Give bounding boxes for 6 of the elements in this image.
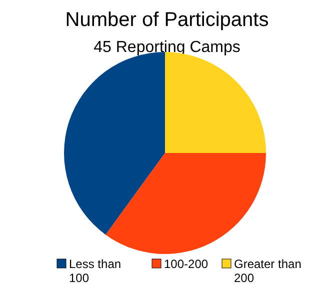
chart-title: Number of Participants <box>65 9 269 31</box>
legend-label: 100-200 <box>164 257 208 271</box>
legend-label: Less than 100 <box>69 257 122 285</box>
legend-label: Greater than 200 <box>234 257 302 285</box>
pie-slice <box>106 153 266 254</box>
chart-subtitle: 45 Reporting Camps <box>94 39 240 56</box>
